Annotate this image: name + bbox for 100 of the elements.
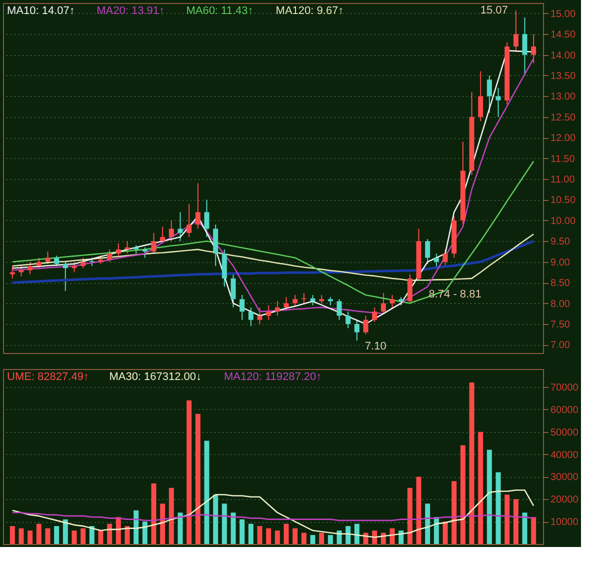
candlestick (522, 16, 528, 76)
bar (28, 530, 33, 544)
bar (230, 512, 236, 544)
y-tick-label: 7.50 (550, 320, 570, 331)
candlestick (274, 300, 280, 316)
text: MA120: 119287.20↑ (224, 371, 322, 383)
bar (425, 504, 430, 544)
bar (72, 530, 77, 544)
candlestick (257, 306, 262, 325)
y-tick-label: 11.50 (550, 154, 576, 165)
bar (531, 517, 536, 544)
bar (292, 528, 298, 544)
candlestick (486, 74, 492, 114)
bar (513, 499, 518, 544)
bar (284, 524, 289, 544)
bar (248, 524, 254, 544)
y-tick-label: 50000 (550, 427, 579, 438)
bar (266, 528, 272, 544)
candlestick (390, 294, 395, 308)
candlestick (496, 87, 501, 118)
y-tick-label: 13.00 (550, 92, 576, 103)
candlestick (478, 70, 484, 122)
candlestick (434, 253, 439, 269)
bar (186, 400, 192, 544)
bar (45, 528, 50, 544)
y-tick-label: 14.50 (550, 30, 576, 41)
text: MA10: 14.07↑ (7, 5, 75, 17)
bar (416, 476, 422, 544)
y-tick-label: 14.00 (550, 50, 576, 62)
candlestick (372, 306, 378, 322)
bar (478, 432, 484, 544)
y-tick-label: 12.00 (550, 133, 576, 144)
y-tick-label: 8.50 (550, 278, 570, 290)
text: MA20: 13.91↑ (96, 5, 164, 17)
y-tick-label: 60000 (550, 404, 579, 416)
candlestick (513, 10, 518, 52)
candlestick (380, 292, 386, 314)
bar (434, 517, 439, 544)
candlestick (151, 232, 156, 254)
bar (240, 519, 245, 544)
candlestick (346, 311, 351, 329)
bar (222, 504, 227, 544)
y-tick-label: 9.00 (550, 257, 570, 268)
bar (10, 526, 15, 544)
y-tick-label: 7.00 (550, 340, 570, 352)
y-tick-label: 11.00 (550, 174, 576, 186)
candlestick (28, 261, 33, 275)
line-series (12, 490, 534, 538)
bar (257, 526, 262, 544)
bar (151, 483, 156, 544)
candlestick (363, 315, 368, 335)
y-tick-label: 8.00 (550, 298, 570, 310)
bar (116, 517, 121, 544)
text: MA120: 9.67↑ (276, 5, 344, 17)
y-tick-label: 40000 (550, 450, 579, 461)
y-tick-label: 10.50 (550, 195, 576, 206)
candlestick (168, 220, 174, 242)
candlestick (354, 319, 360, 342)
candlestick (36, 257, 42, 269)
bar (62, 519, 68, 544)
bar (213, 494, 218, 544)
candlestick (442, 248, 448, 267)
bar (390, 528, 395, 544)
candlestick (10, 266, 15, 279)
bar (18, 528, 24, 544)
y-tick-label: 15.00 (550, 8, 576, 20)
y-tick-label: 12.50 (550, 112, 576, 124)
bar (107, 524, 112, 544)
bar (168, 488, 174, 544)
bar (274, 530, 280, 544)
bar (460, 445, 466, 544)
bar (36, 524, 42, 544)
candlestick (240, 294, 245, 320)
bar (124, 526, 130, 544)
bar (504, 494, 510, 544)
bar (301, 532, 306, 544)
candlestick (142, 246, 148, 258)
bar (522, 512, 528, 544)
candlestick (195, 182, 200, 230)
bar (442, 522, 448, 544)
bar (372, 530, 378, 544)
bar (452, 481, 457, 544)
bar (134, 510, 139, 544)
y-tick-label: 30000 (550, 472, 579, 484)
candlestick (45, 251, 50, 264)
candlestick (248, 306, 254, 327)
bar (319, 532, 324, 544)
annotation: 15.07 (480, 4, 508, 16)
text: MA60: 11.43↑ (186, 5, 254, 17)
y-tick-label: 70000 (550, 382, 579, 394)
bar (89, 526, 94, 544)
bar (346, 526, 351, 544)
bar (398, 530, 404, 544)
candlestick (124, 240, 130, 254)
bar (178, 512, 183, 544)
bar (80, 528, 86, 544)
y-tick-label: 20000 (550, 494, 579, 506)
y-tick-label: 13.50 (550, 70, 576, 82)
text: MA30: 167312.00↓ (109, 371, 202, 383)
candlestick (107, 248, 112, 262)
